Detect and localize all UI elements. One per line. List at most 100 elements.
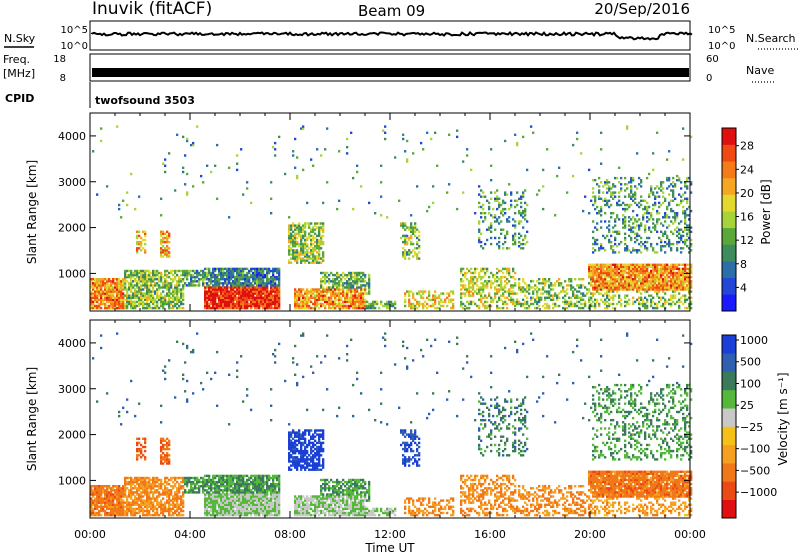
heatmap-cell [112,503,115,506]
heatmap-cell [332,288,335,291]
heatmap-cell [502,201,505,205]
heatmap-cell [116,497,119,500]
heatmap-cell [670,288,673,291]
heatmap-cell [348,300,351,304]
heatmap-cell [460,288,463,291]
heatmap-cell [644,284,647,287]
heatmap-cell [112,280,115,283]
heatmap-cell [144,294,147,297]
heatmap-cell [318,257,321,260]
heatmap-cell [242,271,245,275]
heatmap-cell [100,497,103,500]
heatmap-cell [244,290,247,293]
heatmap-cell [198,280,201,283]
heatmap-cell [404,236,407,240]
heatmap-cell [232,288,235,291]
heatmap-cell [536,290,539,293]
heatmap-cell [262,267,265,271]
heatmap-cell [246,306,249,310]
heatmap-cell [232,306,235,310]
heatmap-cell [134,302,137,306]
heatmap-cell [492,300,495,304]
heatmap-cell [672,296,675,299]
heatmap-cell [504,240,507,244]
heatmap-cell [570,278,573,281]
heatmap-cell [120,300,123,304]
heatmap-cell [648,172,651,176]
heatmap-cell [620,304,623,308]
heatmap-cell [608,189,611,192]
heatmap-cell [452,298,455,301]
heatmap-cell [572,294,575,297]
heatmap-cell [682,234,685,238]
heatmap-cell [172,304,175,308]
heatmap-cell [136,286,139,289]
heatmap-cell [224,267,227,271]
heatmap-cell [238,267,241,271]
heatmap-cell [322,290,325,293]
heatmap-cell [354,294,357,297]
heatmap-cell [140,298,143,301]
heatmap-cell [568,280,571,283]
heatmap-cell [634,232,637,235]
heatmap-cell [576,294,579,297]
heatmap-cell [546,148,549,151]
heatmap-cell [278,135,281,139]
heatmap-cell [116,501,119,504]
heatmap-cell [598,189,601,192]
heatmap-cell [306,288,309,291]
heatmap-cell [294,300,297,304]
heatmap-cell [276,290,279,293]
heatmap-cell [250,290,253,293]
heatmap-cell [262,298,265,301]
colorbar-tick-label: 20 [740,187,754,200]
heatmap-cell [244,267,247,271]
heatmap-cell [620,187,623,190]
heatmap-cell [658,296,661,299]
heatmap-cell [270,269,273,273]
heatmap-cell [302,296,305,299]
heatmap-cell [536,193,539,196]
heatmap-cell [652,207,655,211]
heatmap-cell [684,306,687,310]
heatmap-cell [406,139,409,143]
heatmap-cell [264,290,267,293]
heatmap-cell [634,195,637,198]
heatmap-cell [90,298,93,301]
heatmap-cell [150,306,153,310]
heatmap-cell [304,230,307,233]
heatmap-cell [682,282,685,285]
heatmap-cell [620,176,623,180]
heatmap-cell [612,271,615,275]
heatmap-cell [262,273,265,277]
heatmap-cell [288,253,291,256]
heatmap-cell [294,294,297,297]
heatmap-cell [156,271,159,275]
heatmap-cell [96,193,99,196]
heatmap-cell [514,271,517,275]
heatmap-cell [660,222,663,225]
heatmap-cell [232,296,235,299]
heatmap-cell [668,242,671,246]
heatmap-cell [366,284,369,287]
heatmap-cell [236,286,239,289]
heatmap-cell [148,302,151,306]
heatmap-cell [594,269,597,273]
heatmap-cell [232,304,235,308]
heatmap-cell [450,290,453,293]
heatmap-cell [330,300,333,304]
heatmap-cell [150,294,153,297]
heatmap-cell [604,249,607,252]
heatmap-cell [126,304,129,308]
heatmap-cell [146,300,149,304]
heatmap-cell [490,226,493,229]
heatmap-cell [322,275,325,279]
heatmap-cell [118,493,121,496]
heatmap-cell [618,232,621,235]
heatmap-cell [104,511,107,515]
heatmap-cell [252,294,255,297]
heatmap-cell [92,294,95,297]
heatmap-cell [98,294,101,297]
heatmap-cell [236,267,239,271]
heatmap-cell [598,284,601,287]
